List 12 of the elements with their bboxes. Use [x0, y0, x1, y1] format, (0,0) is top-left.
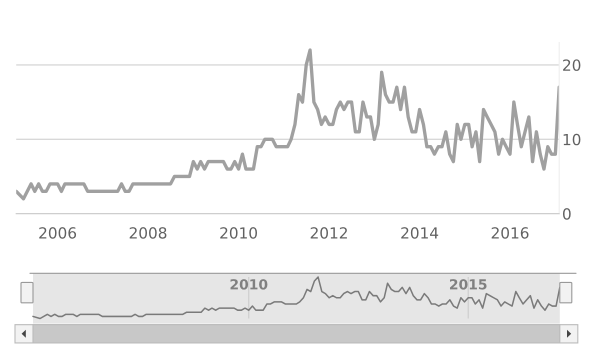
line-series — [16, 48, 560, 200]
x-tick-label: 2015 — [450, 279, 487, 290]
x-tick-label: 2016 — [492, 227, 528, 239]
y-tick-label: 0 — [562, 208, 571, 220]
x-tick-label: 2010 — [220, 227, 258, 239]
x-tick-label: 2014 — [401, 227, 438, 239]
x-tick-label: 2012 — [310, 227, 347, 239]
x-tick-label: 2010 — [230, 279, 268, 290]
y-tick-label: 10 — [564, 134, 580, 146]
y-tick-label: 20 — [563, 59, 580, 71]
x-tick-label: 2006 — [39, 227, 76, 239]
x-tick-label: 2008 — [130, 227, 166, 239]
